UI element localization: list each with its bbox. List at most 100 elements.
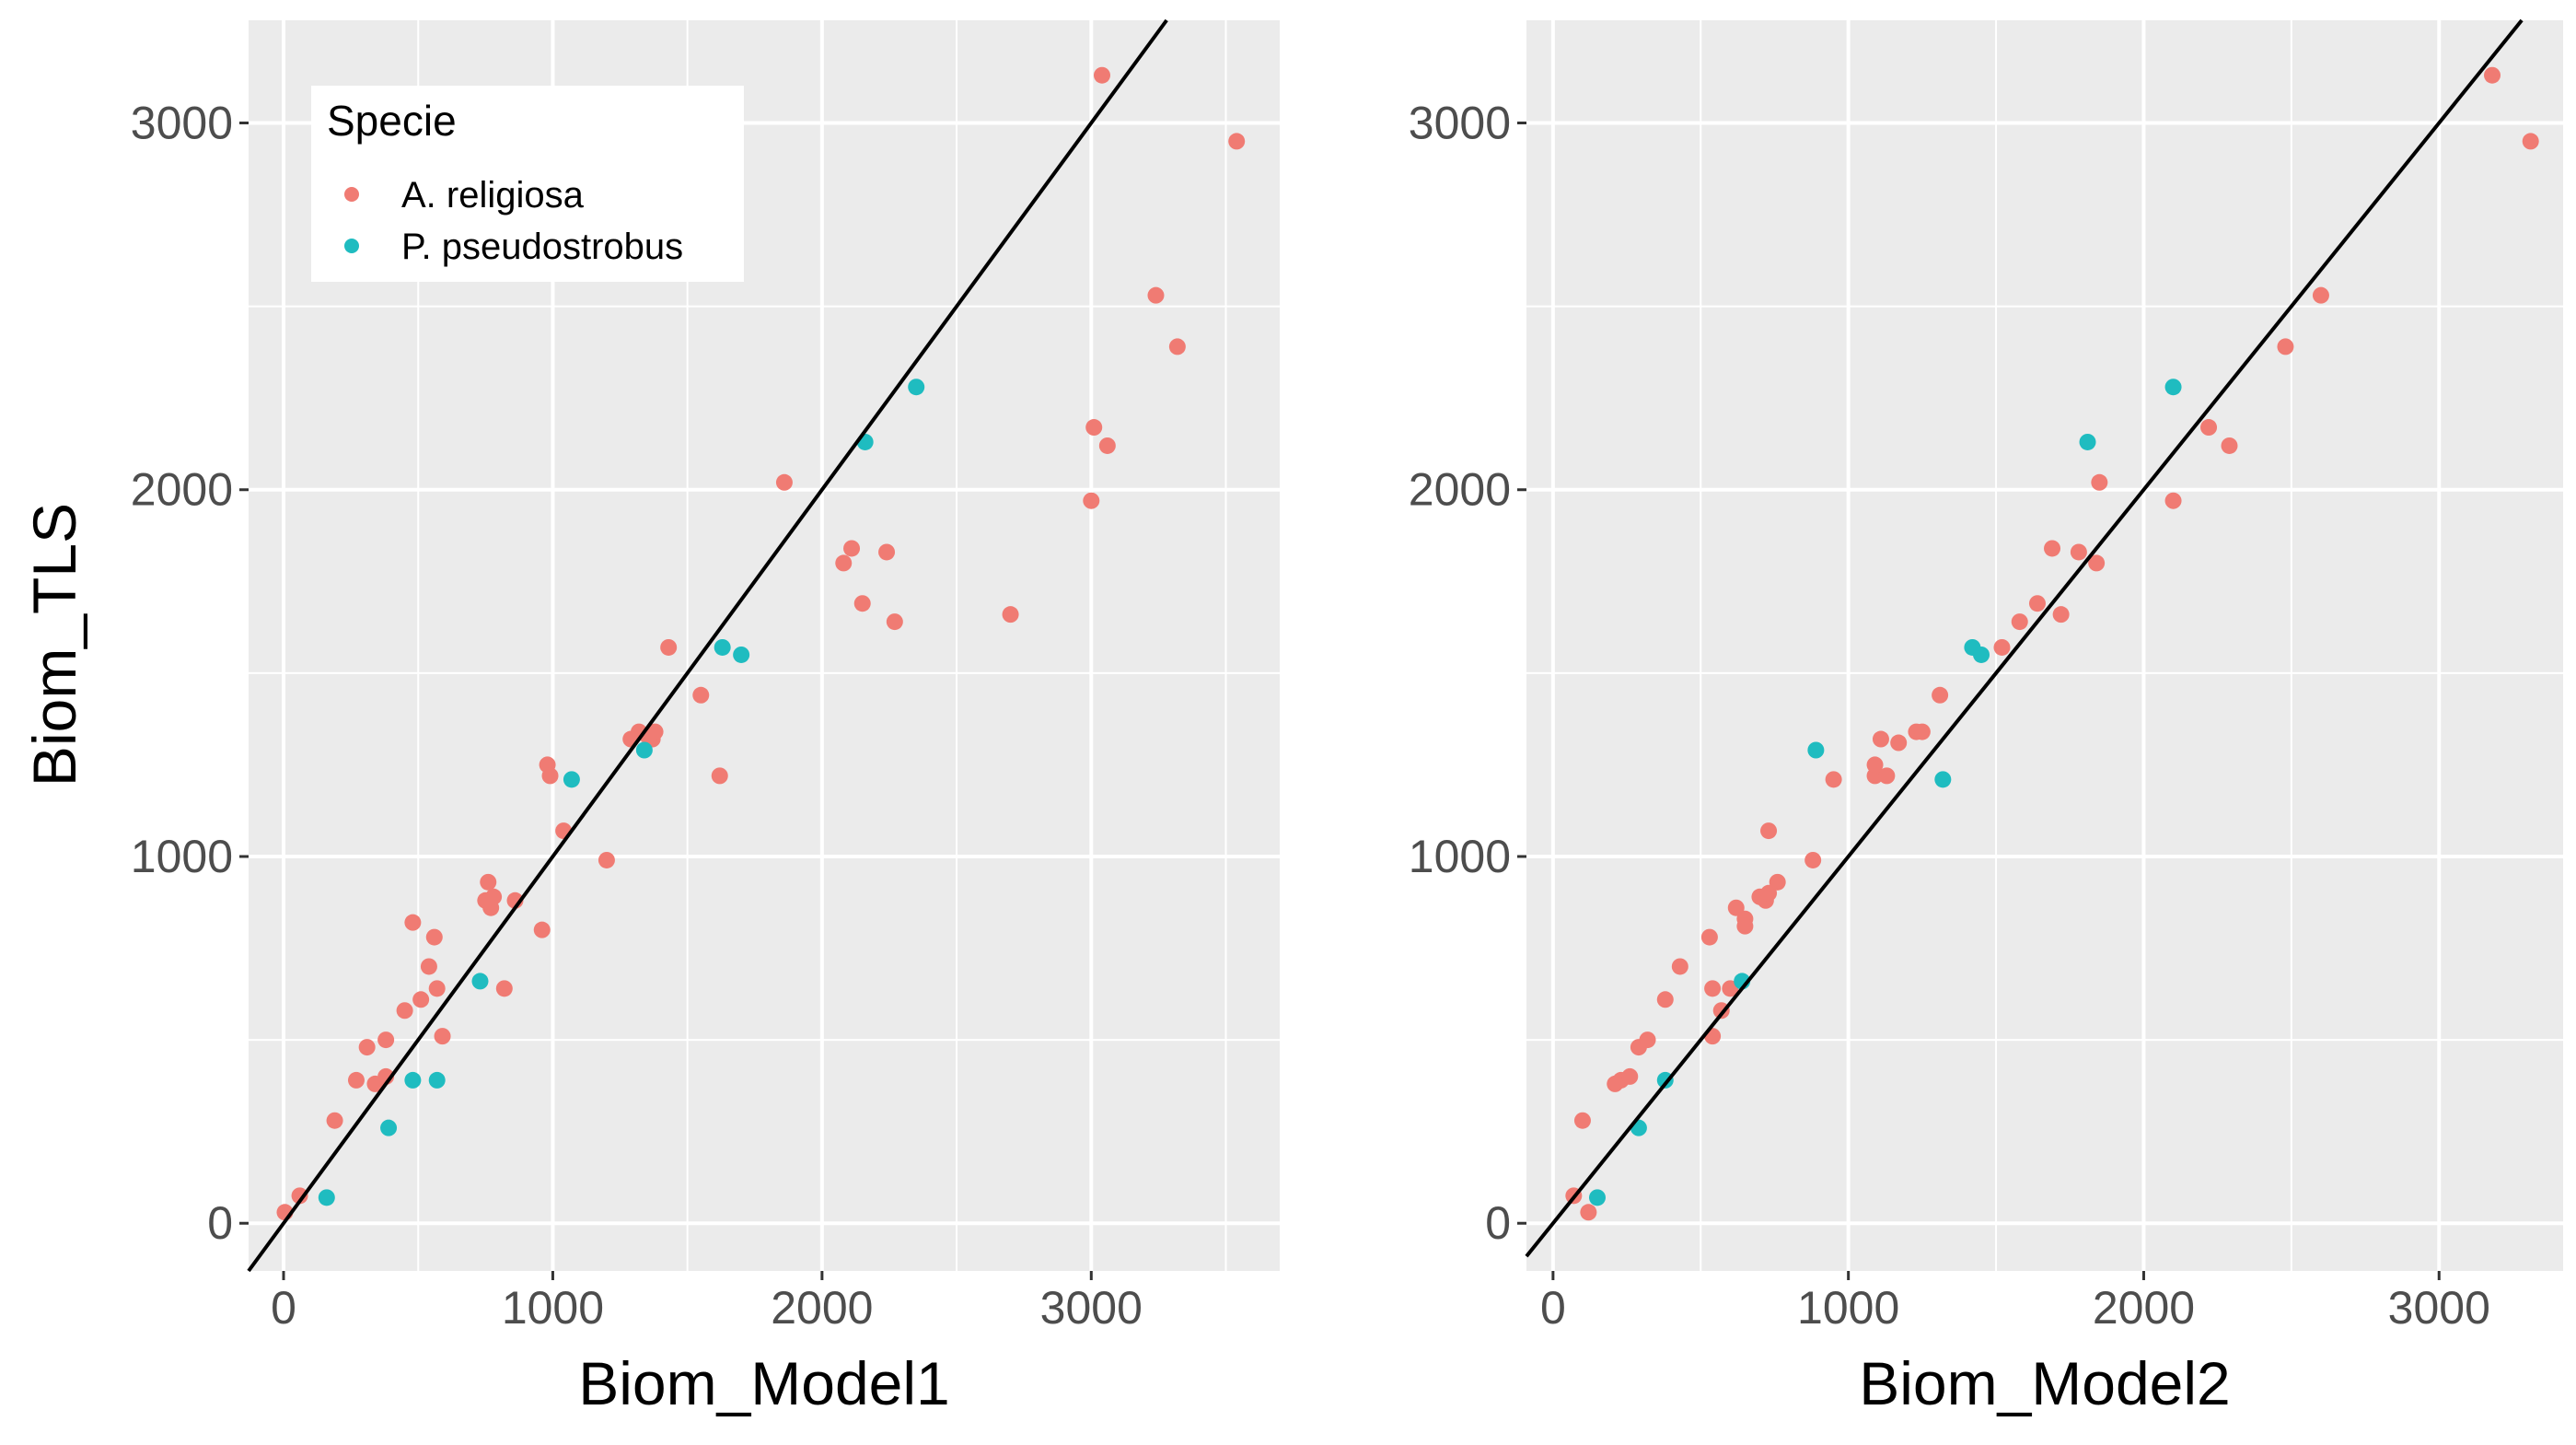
- point-p-pseudostrobus: [1934, 771, 1952, 788]
- point-a-religiosa: [1913, 723, 1931, 740]
- point-a-religiosa: [1890, 734, 1908, 752]
- point-a-religiosa: [598, 851, 615, 868]
- point-a-religiosa: [1573, 1112, 1591, 1129]
- x-tick-label: 1000: [1797, 1282, 1899, 1334]
- identity-line: [247, 18, 1168, 1273]
- point-a-religiosa: [1700, 928, 1718, 946]
- point-a-religiosa: [2312, 286, 2329, 304]
- point-a-religiosa: [2052, 606, 2070, 623]
- point-a-religiosa: [326, 1112, 343, 1129]
- point-a-religiosa: [1878, 767, 1896, 785]
- point-p-pseudostrobus: [428, 1071, 446, 1089]
- point-p-pseudostrobus: [714, 638, 731, 656]
- point-a-religiosa: [1639, 1031, 1656, 1049]
- y-tick-label: 2000: [131, 464, 233, 516]
- point-a-religiosa: [1085, 419, 1103, 437]
- x-tick-label: 3000: [1040, 1282, 1143, 1334]
- x-tick-label: 0: [1540, 1282, 1566, 1334]
- point-a-religiosa: [646, 723, 664, 740]
- legend-key-a-religiosa: [344, 187, 359, 202]
- point-a-religiosa: [660, 638, 678, 656]
- point-a-religiosa: [1993, 638, 2011, 656]
- point-a-religiosa: [1228, 133, 1246, 150]
- point-a-religiosa: [396, 1002, 413, 1020]
- point-a-religiosa: [533, 921, 551, 938]
- data-points: [1565, 66, 2539, 1221]
- y-axis-title: Biom_TLS: [20, 503, 88, 787]
- point-a-religiosa: [878, 543, 896, 561]
- grid-major: [1526, 20, 2563, 1271]
- point-a-religiosa: [480, 873, 497, 891]
- point-a-religiosa: [420, 958, 437, 975]
- point-a-religiosa: [711, 767, 728, 785]
- identity-line: [1525, 18, 2524, 1258]
- y-tick-label: 2000: [1409, 464, 1511, 516]
- x-axis-title: Biom_Model1: [578, 1349, 950, 1417]
- point-a-religiosa: [377, 1031, 395, 1049]
- point-a-religiosa: [1760, 884, 1778, 902]
- x-tick-label: 0: [271, 1282, 296, 1334]
- point-a-religiosa: [2070, 543, 2087, 561]
- x-axis-ticks: 0 1000 2000 3000: [271, 1271, 1143, 1334]
- point-a-religiosa: [2164, 492, 2182, 509]
- point-a-religiosa: [1825, 771, 1842, 788]
- point-a-religiosa: [541, 767, 559, 785]
- point-p-pseudostrobus: [404, 1071, 422, 1089]
- point-a-religiosa: [1168, 338, 1186, 355]
- panel-model1: 0 1000 2000 3000 0 1000 2000 3000 Biom_Model1: [131, 18, 1280, 1417]
- panel-model2: 0 1000 2000 3000 0 1000 2000 3000 Biom_Model2: [1409, 18, 2563, 1417]
- point-a-religiosa: [1002, 606, 1019, 623]
- x-tick-label: 3000: [2388, 1282, 2490, 1334]
- data-points: [276, 66, 1246, 1221]
- legend-key-p-pseudostrobus: [344, 239, 359, 253]
- point-a-religiosa: [2277, 338, 2294, 355]
- point-p-pseudostrobus: [2164, 379, 2182, 396]
- point-a-religiosa: [1932, 686, 1949, 704]
- x-tick-label: 2000: [771, 1282, 873, 1334]
- point-a-religiosa: [1736, 917, 1754, 935]
- y-axis-ticks: 0 1000 2000 3000: [131, 98, 249, 1249]
- x-axis-title: Biom_Model2: [1859, 1349, 2231, 1417]
- point-a-religiosa: [291, 1187, 308, 1205]
- legend-label-p-pseudostrobus: P. pseudostrobus: [401, 227, 683, 267]
- point-a-religiosa: [1804, 851, 1822, 868]
- point-a-religiosa: [1671, 958, 1688, 975]
- point-a-religiosa: [1722, 980, 1739, 997]
- y-tick-label: 0: [1485, 1197, 1511, 1249]
- y-tick-label: 3000: [1409, 98, 1511, 149]
- legend: Specie A. religiosa P. pseudostrobus: [311, 86, 744, 282]
- point-a-religiosa: [2221, 437, 2238, 454]
- point-a-religiosa: [2011, 613, 2028, 631]
- point-a-religiosa: [1866, 756, 1884, 774]
- legend-label-a-religiosa: A. religiosa: [401, 175, 585, 216]
- point-a-religiosa: [434, 1028, 451, 1045]
- grid-minor: [1526, 20, 2563, 1271]
- point-p-pseudostrobus: [1807, 741, 1825, 759]
- point-p-pseudostrobus: [318, 1189, 335, 1206]
- y-tick-label: 1000: [131, 831, 233, 882]
- point-a-religiosa: [412, 991, 430, 1008]
- point-p-pseudostrobus: [380, 1119, 398, 1136]
- point-a-religiosa: [1727, 899, 1745, 916]
- legend-box: [311, 86, 744, 282]
- point-a-religiosa: [2522, 133, 2539, 150]
- point-a-religiosa: [428, 980, 446, 997]
- point-a-religiosa: [2200, 419, 2218, 437]
- point-a-religiosa: [2088, 554, 2106, 572]
- panel-background: [1526, 20, 2563, 1271]
- point-p-pseudostrobus: [1973, 646, 1990, 663]
- point-a-religiosa: [1147, 286, 1165, 304]
- point-a-religiosa: [1580, 1204, 1597, 1221]
- point-a-religiosa: [1656, 991, 1674, 1008]
- point-a-religiosa: [358, 1039, 376, 1056]
- grid-major: [249, 20, 1280, 1271]
- point-a-religiosa: [2044, 540, 2061, 557]
- point-a-religiosa: [1083, 492, 1100, 509]
- point-a-religiosa: [495, 980, 513, 997]
- legend-title: Specie: [327, 97, 457, 145]
- point-a-religiosa: [1872, 730, 1889, 748]
- point-p-pseudostrobus: [635, 741, 653, 759]
- point-a-religiosa: [1760, 822, 1778, 840]
- point-a-religiosa: [2484, 66, 2501, 84]
